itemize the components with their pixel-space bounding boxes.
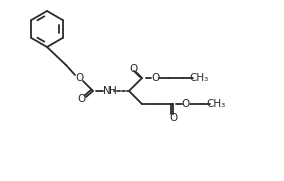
Text: CH₃: CH₃ bbox=[206, 99, 225, 109]
Text: O: O bbox=[129, 64, 137, 74]
Text: O: O bbox=[78, 94, 86, 104]
Text: H: H bbox=[109, 86, 117, 96]
Text: N: N bbox=[103, 86, 111, 96]
Text: O: O bbox=[75, 73, 83, 83]
Text: O: O bbox=[151, 73, 159, 83]
Text: O: O bbox=[182, 99, 190, 109]
Text: CH₃: CH₃ bbox=[189, 73, 209, 83]
Text: O: O bbox=[169, 113, 177, 123]
